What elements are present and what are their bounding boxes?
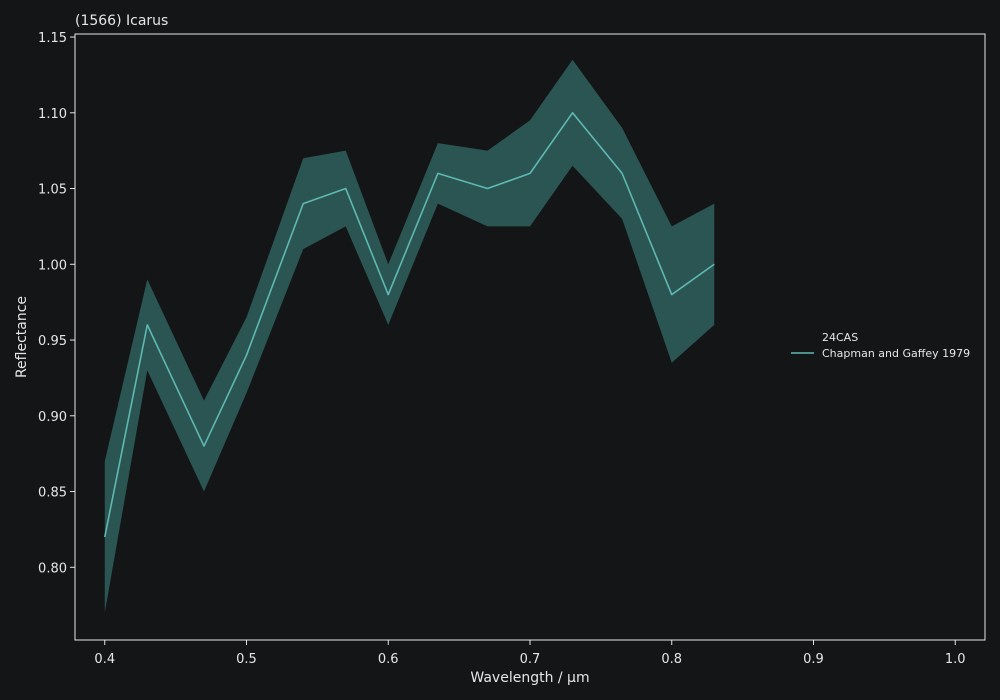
legend: 24CAS Chapman and Gaffey 1979	[791, 331, 970, 360]
x-tick-label: 0.6	[378, 652, 399, 667]
legend-entry-label: Chapman and Gaffey 1979	[822, 347, 970, 360]
legend-title: 24CAS	[822, 331, 858, 344]
y-axis-ticks: 0.80 0.85 0.90 0.95 1.00 1.05 1.10 1.15	[38, 31, 75, 576]
y-axis-title: Reflectance	[14, 296, 30, 378]
y-tick-label: 0.80	[38, 561, 67, 576]
x-axis-title: Wavelength / µm	[470, 670, 589, 686]
x-axis-ticks: 0.4 0.5 0.6 0.7 0.8 0.9 1.0	[94, 640, 966, 667]
y-tick-label: 1.15	[38, 31, 67, 46]
y-tick-label: 0.90	[38, 410, 67, 425]
x-tick-label: 0.5	[236, 652, 257, 667]
x-tick-label: 0.8	[661, 652, 682, 667]
series-line	[103, 111, 715, 538]
y-tick-label: 1.05	[38, 183, 67, 198]
series-line-layer	[103, 111, 715, 538]
y-tick-label: 0.95	[38, 334, 67, 349]
y-tick-label: 1.10	[38, 107, 67, 122]
chart-title: (1566) Icarus	[75, 13, 168, 29]
x-tick-label: 0.4	[94, 652, 115, 667]
uncertainty-band	[104, 59, 715, 613]
x-tick-label: 0.7	[520, 652, 541, 667]
x-tick-label: 0.9	[803, 652, 824, 667]
y-tick-label: 0.85	[38, 486, 67, 501]
y-tick-label: 1.00	[38, 258, 67, 273]
uncertainty-band-layer	[104, 59, 715, 613]
x-tick-label: 1.0	[945, 652, 966, 667]
